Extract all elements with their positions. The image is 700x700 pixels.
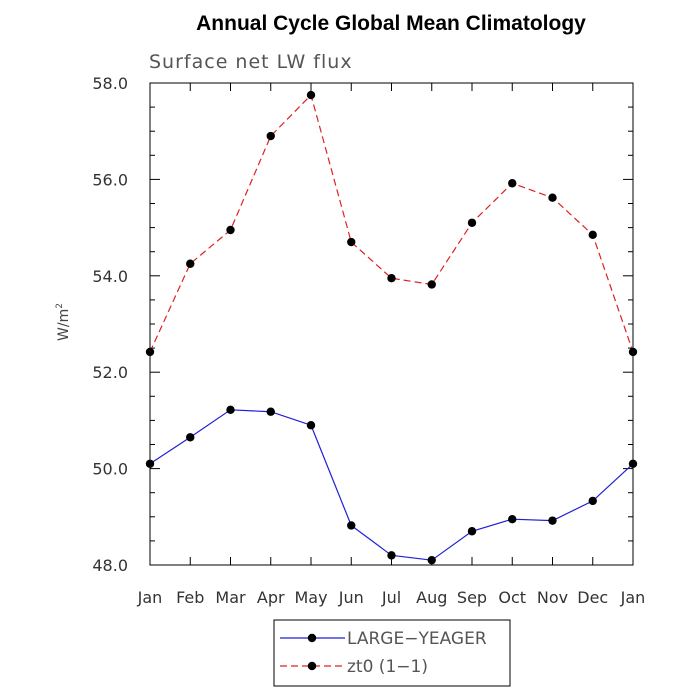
data-point: [266, 131, 275, 141]
legend: LARGE−YEAGER zt0 (1−1): [273, 619, 511, 687]
data-point: [628, 347, 638, 357]
x-tick-label: Mar: [215, 588, 246, 607]
data-point: [467, 527, 477, 536]
x-tick-label: Jul: [381, 588, 401, 607]
x-tick-label: Nov: [537, 588, 568, 607]
x-tick-label: Jan: [137, 588, 163, 607]
y-axis-label-superscript: 2: [55, 303, 65, 309]
legend-item: LARGE−YEAGER: [280, 629, 487, 649]
plot-frame: [149, 82, 634, 566]
legend-item: zt0 (1−1): [280, 657, 428, 677]
data-point: [628, 459, 638, 468]
x-tick-label: Aug: [416, 588, 447, 607]
y-tick-label: 48.0: [92, 556, 128, 575]
data-point: [145, 459, 155, 468]
axis-ticks: [149, 82, 634, 566]
legend-label: LARGE−YEAGER: [347, 629, 487, 649]
data-point: [226, 225, 235, 235]
y-axis-label-text: W/m: [56, 309, 72, 341]
series-0: [145, 405, 638, 565]
x-tick-label: Apr: [257, 588, 285, 607]
x-tick-label: Jan: [620, 588, 646, 607]
data-point: [508, 515, 517, 524]
data-point: [467, 218, 477, 227]
data-point: [588, 496, 597, 506]
x-tick-label: May: [294, 588, 327, 607]
data-point: [186, 259, 195, 268]
y-axis-label: W/m2: [55, 303, 72, 341]
data-point: [548, 193, 557, 202]
legend-marker: [307, 661, 317, 671]
chart-subtitle: Surface net LW flux: [149, 51, 353, 73]
legend-items: LARGE−YEAGER zt0 (1−1): [280, 629, 487, 677]
x-tick-label: Sep: [457, 588, 487, 607]
x-tick-labels: Jan Feb Mar Apr May Jun Jul Aug Sep Oct Nov Dec Jan: [137, 588, 646, 607]
series-line: [149, 409, 634, 561]
data-point: [427, 555, 436, 565]
series-1: [145, 90, 638, 357]
data-point: [347, 521, 356, 530]
data-point: [226, 405, 235, 414]
x-tick-label: Feb: [176, 588, 204, 607]
y-tick-label: 52.0: [92, 363, 128, 382]
data-point: [508, 179, 517, 188]
data-point: [186, 433, 195, 442]
y-tick-label: 56.0: [92, 170, 128, 189]
y-tick-label: 54.0: [92, 267, 128, 286]
data-point: [387, 551, 396, 560]
y-tick-label: 58.0: [92, 74, 128, 93]
data-point: [387, 274, 396, 283]
data-point: [347, 237, 356, 247]
data-point: [588, 230, 597, 240]
y-tick-label: 50.0: [92, 460, 128, 479]
data-point: [145, 347, 155, 357]
data-point: [427, 280, 436, 289]
legend-box: [273, 619, 511, 687]
x-tick-label: Dec: [577, 588, 608, 607]
series-layer: [145, 90, 638, 565]
legend-label: zt0 (1−1): [347, 657, 428, 677]
chart-title: Annual Cycle Global Mean Climatology: [196, 12, 586, 35]
data-point: [548, 516, 557, 525]
data-point: [306, 90, 316, 100]
y-tick-labels: 48.0 50.0 52.0 54.0 56.0 58.0: [92, 74, 128, 575]
x-tick-label: Oct: [498, 588, 526, 607]
series-line: [149, 93, 634, 353]
legend-marker: [307, 633, 317, 643]
data-point: [266, 407, 275, 416]
data-point: [306, 421, 316, 430]
svg-text:W/m2: W/m2: [55, 303, 72, 341]
x-tick-label: Jun: [338, 588, 364, 607]
